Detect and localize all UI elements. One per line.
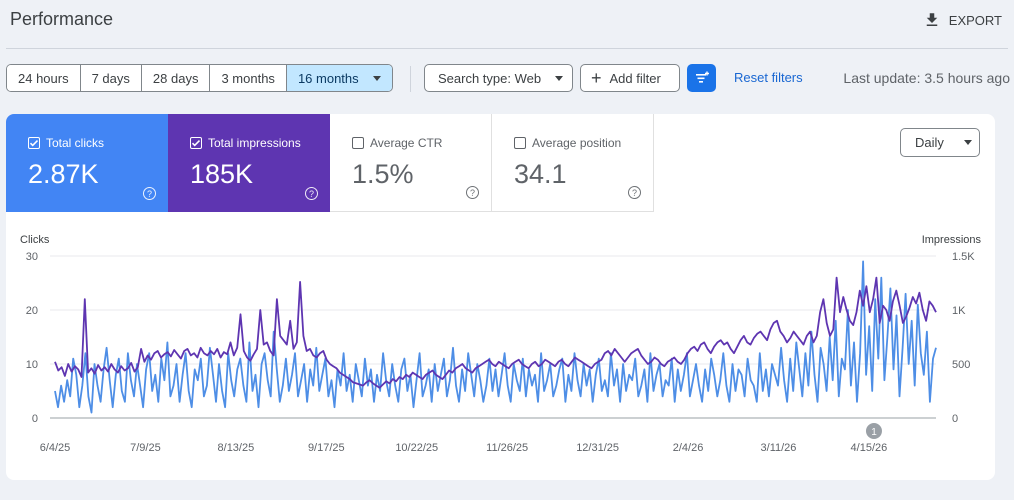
checkbox-unchecked-icon[interactable] xyxy=(352,137,364,149)
help-icon[interactable]: ? xyxy=(305,187,318,200)
header-divider xyxy=(6,48,1008,49)
y-left-tick-label: 30 xyxy=(26,251,38,263)
filter-toolbar: 24 hours 7 days 28 days 3 months 16 mont… xyxy=(0,64,1014,92)
y-left-tick-label: 20 xyxy=(26,305,38,317)
metric-total-clicks[interactable]: Total clicks 2.87K ? xyxy=(6,114,168,212)
annotation-marker xyxy=(865,423,882,439)
metric-total-impressions[interactable]: Total impressions 185K ? xyxy=(168,114,330,212)
x-tick-label: 2/4/26 xyxy=(673,442,704,454)
metric-value: 2.87K xyxy=(28,159,99,189)
metric-label-row: Total clicks xyxy=(28,136,104,150)
x-tick-label: 9/17/25 xyxy=(308,442,345,454)
metric-average-ctr[interactable]: Average CTR 1.5% ? xyxy=(330,114,492,212)
range-28-days[interactable]: 28 days xyxy=(141,65,211,91)
filter-list-icon xyxy=(695,71,709,83)
toolbar-divider xyxy=(410,66,411,92)
x-tick-label: 8/13/25 xyxy=(218,442,255,454)
checkbox-checked-icon[interactable] xyxy=(190,137,202,149)
y-left-tick-label: 10 xyxy=(26,359,38,371)
y-right-tick-label: 500 xyxy=(952,359,970,371)
metric-label-row: Total impressions xyxy=(190,136,301,150)
export-button[interactable]: EXPORT xyxy=(923,9,1002,31)
add-filter-label: Add filter xyxy=(609,70,661,86)
chevron-down-icon xyxy=(372,75,381,81)
checkbox-checked-icon[interactable] xyxy=(28,137,40,149)
metric-label: Total clicks xyxy=(46,136,105,150)
impressions-series-line xyxy=(54,276,937,389)
metric-label: Total impressions xyxy=(208,136,301,150)
reset-filters-link[interactable]: Reset filters xyxy=(734,70,803,85)
y-right-tick-label: 0 xyxy=(952,413,958,425)
search-type-label: Search type: Web xyxy=(438,70,542,86)
clicks-series-line xyxy=(54,260,937,414)
filter-options-button[interactable] xyxy=(687,64,716,92)
x-tick-label: 3/11/26 xyxy=(761,442,797,454)
search-type-dropdown[interactable]: Search type: Web xyxy=(424,64,573,92)
plus-icon: + xyxy=(591,68,602,88)
x-tick-label: 12/31/25 xyxy=(576,442,619,454)
chevron-down-icon xyxy=(555,75,564,81)
add-filter-button[interactable]: + Add filter xyxy=(580,64,680,92)
y-right-tick-label: 1.5K xyxy=(952,251,975,263)
metric-value: 34.1 xyxy=(514,159,567,189)
metric-value: 1.5% xyxy=(352,159,414,189)
metric-label-row: Average position xyxy=(514,136,621,150)
help-icon[interactable]: ? xyxy=(466,186,479,199)
checkbox-unchecked-icon[interactable] xyxy=(514,137,526,149)
right-axis-title: Impressions xyxy=(921,234,981,246)
date-range-group: 24 hours 7 days 28 days 3 months 16 mont… xyxy=(6,64,393,92)
granularity-dropdown[interactable]: Daily xyxy=(900,128,980,157)
last-update-text: Last update: 3.5 hours ago xyxy=(843,70,1010,86)
x-tick-label: 4/15/26 xyxy=(851,442,888,454)
range-3-months[interactable]: 3 months xyxy=(210,65,287,91)
help-icon[interactable]: ? xyxy=(143,187,156,200)
range-16-months-label: 16 months xyxy=(297,70,359,86)
x-tick-label: 6/4/25 xyxy=(40,442,71,454)
range-24-hours[interactable]: 24 hours xyxy=(7,65,81,91)
range-16-months[interactable]: 16 months xyxy=(286,65,392,91)
metric-average-position[interactable]: Average position 34.1 ? xyxy=(492,114,654,212)
metric-label-row: Average CTR xyxy=(352,136,442,150)
metric-value: 185K xyxy=(190,159,254,189)
export-label: EXPORT xyxy=(948,12,1002,28)
x-tick-label: 7/9/25 xyxy=(130,442,161,454)
left-axis-title: Clicks xyxy=(20,234,50,246)
metric-label: Average CTR xyxy=(370,136,443,150)
range-7-days[interactable]: 7 days xyxy=(80,65,142,91)
annotation-label: 1 xyxy=(871,427,877,438)
x-tick-label: 11/26/25 xyxy=(486,442,528,454)
granularity-label: Daily xyxy=(915,135,944,150)
help-icon[interactable]: ? xyxy=(628,186,641,199)
y-right-tick-label: 1K xyxy=(952,305,966,317)
page-title: Performance xyxy=(10,9,114,29)
chevron-down-icon xyxy=(963,140,972,145)
x-tick-label: 10/22/25 xyxy=(395,442,438,454)
performance-chart[interactable]: 30 1.5K 20 1K 10 500 0 0 6/4/25 7/9/25 8/13/25 9/17… xyxy=(6,228,995,480)
metric-label: Average position xyxy=(532,136,622,150)
download-icon xyxy=(926,13,938,26)
performance-card: Total clicks 2.87K ? Total impressions 1… xyxy=(6,114,995,480)
page-header: Performance EXPORT xyxy=(0,0,1014,48)
y-left-tick-label: 0 xyxy=(32,413,38,425)
